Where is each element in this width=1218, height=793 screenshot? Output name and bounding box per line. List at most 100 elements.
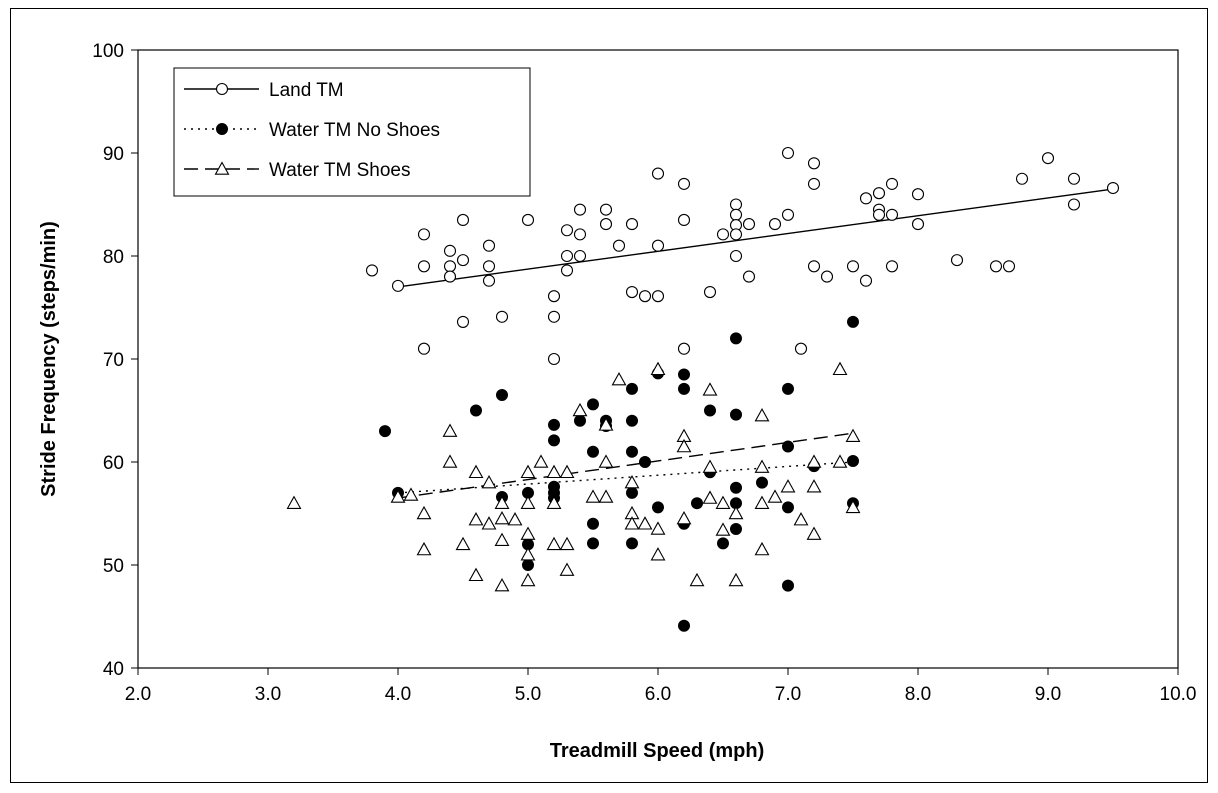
- y-axis-title: Stride Frequency (steps/min): [38, 221, 60, 497]
- x-tick-label: 8.0: [905, 684, 931, 705]
- point-land-tm: [820, 270, 834, 283]
- x-tick-label: 6.0: [645, 684, 671, 705]
- point-water-tm-no-shoes: [847, 315, 859, 328]
- point-water-tm-shoes: [559, 464, 575, 479]
- point-water-tm-shoes: [728, 505, 744, 520]
- point-land-tm: [742, 218, 756, 231]
- point-water-tm-shoes: [546, 536, 562, 551]
- point-land-tm: [638, 290, 652, 303]
- point-water-tm-no-shoes: [730, 481, 742, 494]
- point-land-tm: [547, 310, 561, 323]
- point-water-tm-no-shoes: [730, 332, 742, 345]
- point-water-tm-shoes: [793, 512, 809, 526]
- y-tick-label: 40: [103, 659, 124, 680]
- point-water-tm-shoes: [832, 454, 848, 468]
- point-land-tm: [742, 270, 756, 283]
- point-water-tm-shoes: [481, 474, 497, 489]
- point-water-tm-shoes: [806, 526, 822, 540]
- point-water-tm-no-shoes: [782, 382, 794, 395]
- point-water-tm-shoes: [520, 547, 536, 561]
- point-water-tm-no-shoes: [626, 537, 638, 550]
- point-water-tm-no-shoes: [379, 425, 391, 438]
- point-land-tm: [1067, 172, 1081, 185]
- point-water-tm-shoes: [624, 516, 640, 530]
- point-land-tm: [495, 310, 509, 323]
- point-water-tm-shoes: [767, 489, 783, 503]
- point-water-tm-shoes: [806, 454, 822, 468]
- point-water-tm-shoes: [728, 572, 744, 587]
- point-water-tm-no-shoes: [691, 497, 703, 510]
- x-axis-title: Treadmill Speed (mph): [550, 740, 764, 762]
- point-land-tm: [1106, 181, 1120, 195]
- point-land-tm: [677, 177, 691, 190]
- point-land-tm: [781, 208, 795, 221]
- point-land-tm: [651, 290, 665, 303]
- point-land-tm: [1041, 152, 1055, 165]
- point-water-tm-shoes: [416, 505, 432, 520]
- x-tick-label: 4.0: [385, 684, 411, 705]
- point-water-tm-no-shoes: [730, 522, 742, 535]
- point-water-tm-shoes: [624, 474, 640, 489]
- legend: Land TM Water TM No Shoes Water TM Shoes: [173, 67, 531, 197]
- point-land-tm: [911, 218, 925, 231]
- point-land-tm: [859, 274, 873, 287]
- point-water-tm-no-shoes: [574, 414, 586, 427]
- trendline-water-tm-shoes: [397, 432, 854, 499]
- point-land-tm: [482, 239, 496, 252]
- point-land-tm: [599, 203, 613, 216]
- point-water-tm-no-shoes: [626, 414, 638, 427]
- point-water-tm-shoes: [455, 536, 471, 551]
- point-land-tm: [547, 352, 561, 366]
- point-land-tm: [677, 342, 691, 355]
- y-tick-label: 50: [103, 556, 124, 577]
- point-land-tm: [807, 260, 821, 273]
- legend-marker: [215, 82, 229, 96]
- point-water-tm-shoes: [520, 464, 536, 479]
- point-water-tm-shoes: [520, 526, 536, 540]
- point-land-tm: [417, 342, 431, 355]
- x-tick-label: 3.0: [255, 684, 281, 705]
- point-water-tm-shoes: [598, 417, 614, 431]
- point-water-tm-shoes: [702, 459, 718, 473]
- point-water-tm-shoes: [637, 516, 653, 530]
- point-land-tm: [391, 279, 405, 292]
- point-water-tm-shoes: [572, 402, 588, 417]
- point-water-tm-no-shoes: [587, 445, 599, 458]
- point-land-tm: [794, 342, 808, 355]
- point-land-tm: [599, 218, 613, 231]
- point-water-tm-no-shoes: [548, 434, 560, 447]
- point-land-tm: [911, 188, 925, 201]
- point-water-tm-no-shoes: [548, 418, 560, 431]
- y-tick-label: 60: [103, 453, 124, 474]
- legend-label: Land TM: [269, 80, 344, 101]
- point-water-tm-shoes: [520, 495, 536, 509]
- point-land-tm: [651, 239, 665, 252]
- point-water-tm-no-shoes: [639, 456, 651, 468]
- point-water-tm-shoes: [702, 490, 718, 504]
- point-water-tm-shoes: [442, 423, 458, 437]
- point-land-tm: [612, 239, 626, 252]
- point-water-tm-shoes: [715, 495, 731, 509]
- point-water-tm-shoes: [754, 459, 770, 473]
- point-water-tm-shoes: [650, 361, 666, 376]
- legend-label: Water TM No Shoes: [269, 120, 440, 141]
- point-water-tm-shoes: [286, 495, 302, 509]
- point-land-tm: [677, 213, 691, 226]
- point-water-tm-shoes: [754, 541, 770, 556]
- legend-label: Water TM Shoes: [269, 160, 411, 181]
- point-water-tm-shoes: [468, 512, 484, 526]
- point-water-tm-no-shoes: [782, 501, 794, 514]
- point-water-tm-shoes: [507, 512, 523, 526]
- point-water-tm-shoes: [754, 495, 770, 509]
- point-land-tm: [365, 264, 379, 277]
- point-water-tm-shoes: [832, 361, 848, 376]
- point-water-tm-shoes: [520, 572, 536, 587]
- point-land-tm: [729, 228, 743, 241]
- point-water-tm-shoes: [442, 454, 458, 468]
- point-land-tm: [443, 260, 457, 273]
- legend-marker: [214, 161, 230, 175]
- x-tick-label: 9.0: [1035, 684, 1061, 705]
- point-land-tm: [482, 260, 496, 273]
- point-land-tm: [521, 213, 535, 226]
- point-water-tm-shoes: [468, 464, 484, 479]
